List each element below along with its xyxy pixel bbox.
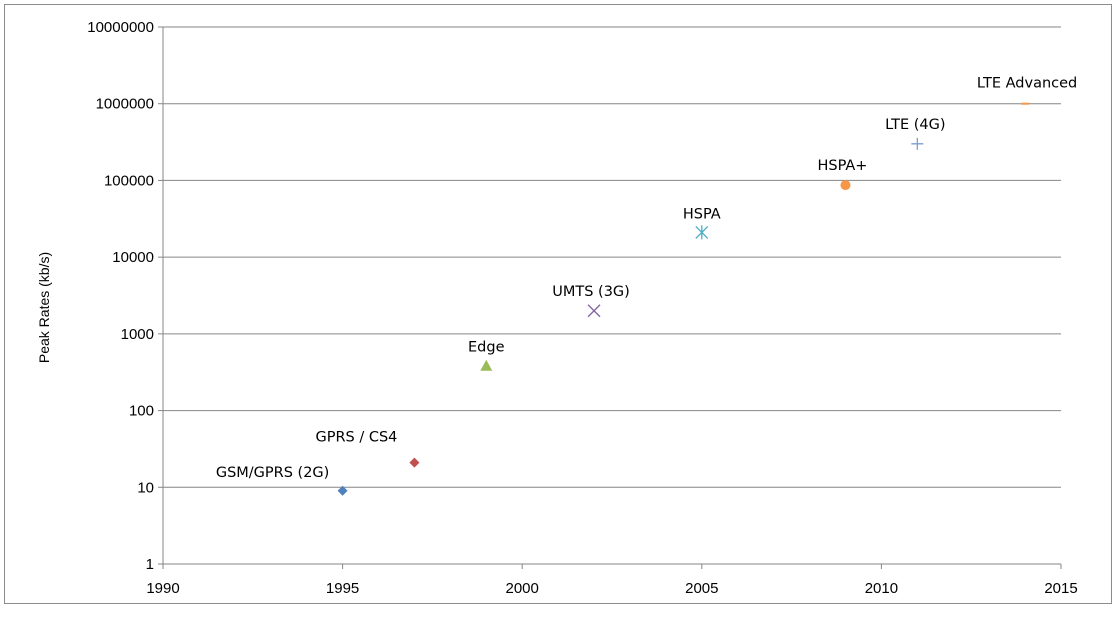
point-diamond <box>409 457 420 468</box>
data-label: HSPA+ <box>817 158 867 174</box>
point-asterisk <box>695 225 709 240</box>
x-tick-label: 2015 <box>1044 580 1077 597</box>
data-label: LTE (4G) <box>885 117 946 133</box>
x-tick-label: 1990 <box>146 580 179 597</box>
y-tick-label: 1 <box>146 556 154 573</box>
y-tick-label: 10000 <box>112 249 154 266</box>
point-plus <box>911 137 924 150</box>
y-axis-title: Peak Rates (kb/s) <box>36 252 52 363</box>
x-tick-label: 2010 <box>865 580 898 597</box>
point-x <box>587 304 601 318</box>
data-label: HSPA <box>683 206 721 222</box>
y-tick-label: 10 <box>137 479 154 496</box>
data-label: UMTS (3G) <box>552 284 630 300</box>
point-triangle <box>480 359 493 371</box>
x-tick-label: 2005 <box>685 580 718 597</box>
data-label: GSM/GPRS (2G) <box>216 465 329 481</box>
data-label: GPRS / CS4 <box>315 430 397 446</box>
y-tick-label: 100000 <box>104 172 154 189</box>
data-label: Edge <box>468 340 505 356</box>
data-label: LTE Advanced <box>977 76 1077 92</box>
y-tick-label: 10000000 <box>87 19 154 36</box>
y-tick-label: 1000000 <box>96 96 154 113</box>
point-circle <box>840 180 851 191</box>
point-diamond <box>337 485 348 496</box>
x-tick-label: 2000 <box>506 580 539 597</box>
y-tick-label: 100 <box>129 403 154 420</box>
x-tick-label: 1995 <box>326 580 359 597</box>
y-tick-label: 1000 <box>121 326 154 343</box>
